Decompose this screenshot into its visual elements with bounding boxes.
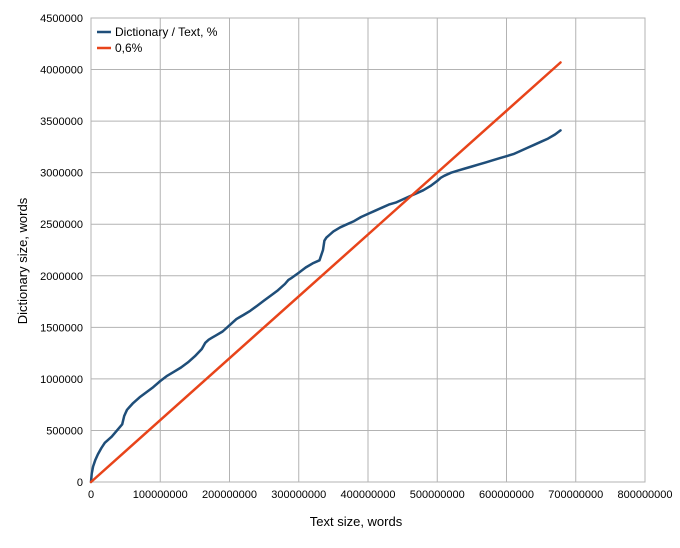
x-axis-title: Text size, words (310, 514, 403, 529)
x-tick-label: 800000000 (617, 489, 672, 501)
y-tick-label: 3500000 (40, 116, 83, 128)
y-tick-label: 2000000 (40, 271, 83, 283)
x-tick-label: 600000000 (479, 489, 534, 501)
series-line-0-6-percent (89, 61, 562, 484)
x-tick-label: 700000000 (548, 489, 603, 501)
x-tick-label: 0 (88, 489, 94, 501)
legend: Dictionary / Text, % 0,6% (97, 25, 218, 55)
y-tick-label: 500000 (46, 425, 83, 437)
x-tick-label: 300000000 (271, 489, 326, 501)
series-layer (89, 61, 562, 484)
plot-area-border (90, 17, 646, 483)
y-tick-label: 4500000 (40, 13, 83, 25)
y-tick-label: 2500000 (40, 219, 83, 231)
y-tick-label: 4000000 (40, 65, 83, 77)
x-tick-label: 500000000 (410, 489, 465, 501)
series-line-dictionary-text (89, 129, 562, 484)
y-tick-label: 1000000 (40, 374, 83, 386)
x-axis-tick-labels: 0 100000000 200000000 300000000 400000000 500… (88, 489, 673, 501)
plot-frame (90, 17, 646, 483)
y-axis-title: Dictionary size, words (15, 197, 30, 324)
x-tick-label: 100000000 (133, 489, 188, 501)
y-axis-tick-labels: 0 500000 1000000 1500000 2000000 2500000 30000… (40, 13, 83, 489)
y-tick-label: 1500000 (40, 322, 83, 334)
y-tick-label: 0 (77, 477, 83, 489)
x-tick-label: 200000000 (202, 489, 257, 501)
legend-label-0-6-percent: 0,6% (115, 41, 143, 55)
y-tick-label: 3000000 (40, 168, 83, 180)
legend-label-dictionary-text: Dictionary / Text, % (115, 25, 218, 39)
x-tick-label: 400000000 (340, 489, 395, 501)
